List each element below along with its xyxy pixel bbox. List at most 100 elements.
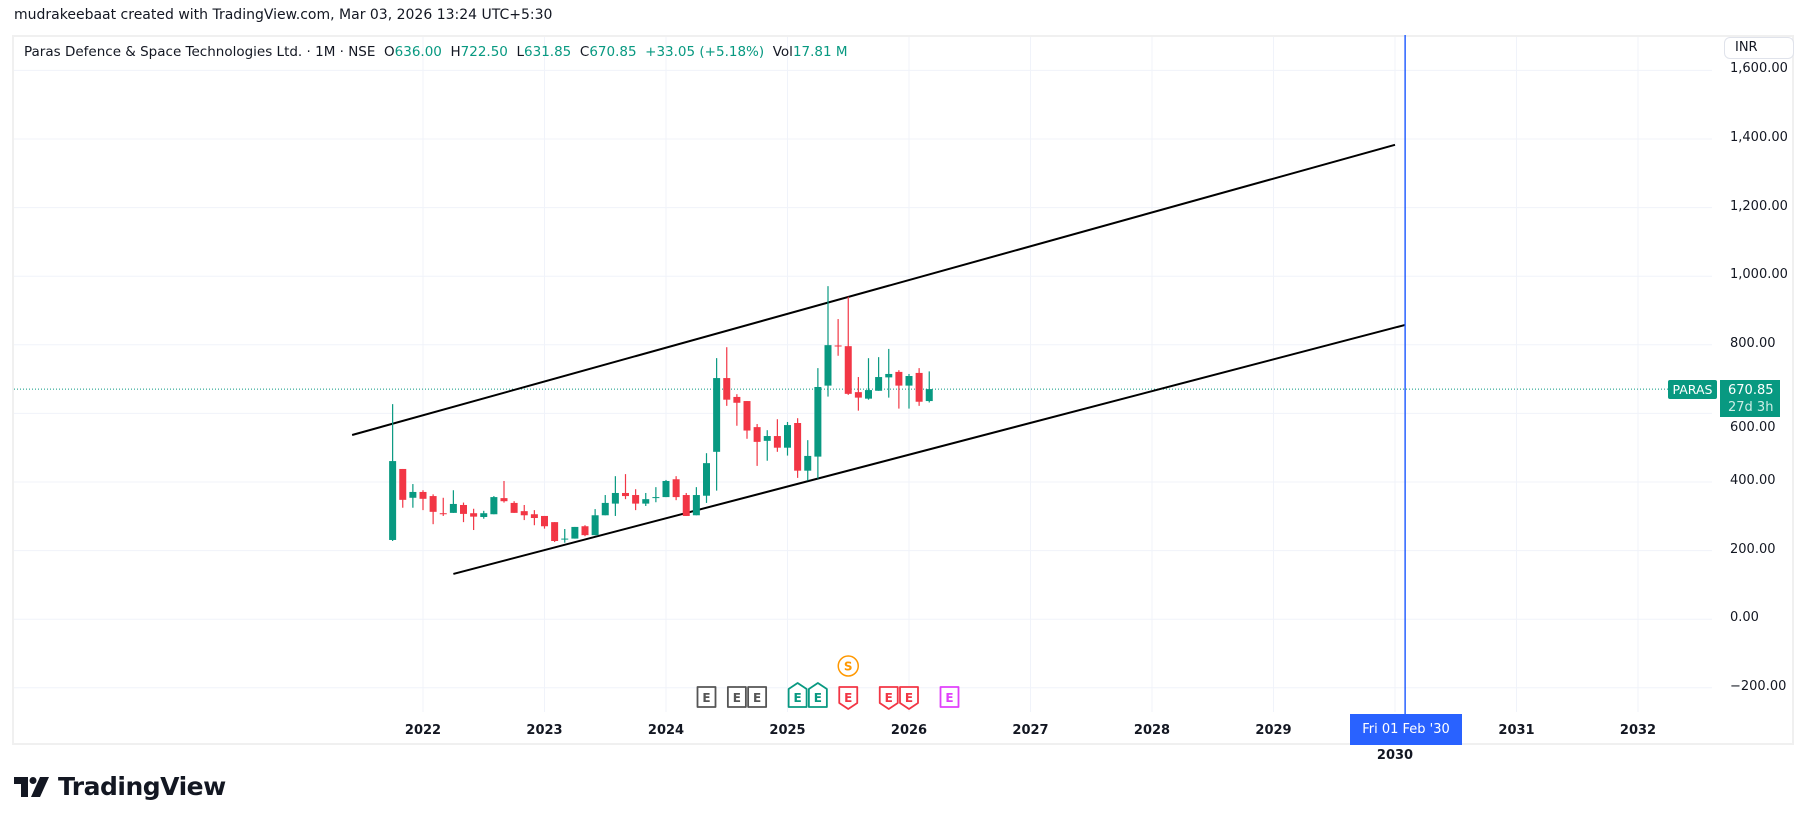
earnings-event-icon[interactable]: E	[807, 682, 828, 708]
earnings-badge	[747, 686, 768, 708]
candle	[844, 296, 852, 395]
time-tick-label: 2032	[1619, 723, 1657, 738]
candle-body	[662, 480, 670, 498]
candle-body	[672, 479, 680, 498]
candle	[692, 487, 700, 516]
candle	[804, 440, 812, 481]
candle-body	[429, 496, 437, 512]
candle-body	[460, 504, 467, 514]
earnings-badge	[726, 686, 747, 708]
candle	[449, 490, 457, 513]
earnings-event-icon[interactable]: E	[878, 686, 899, 710]
candle-body	[652, 497, 660, 499]
time-tick-label: 2025	[769, 723, 806, 738]
candle-body	[692, 495, 700, 516]
candle	[490, 496, 498, 515]
candle-body	[470, 513, 478, 517]
earnings-event-icon[interactable]: E	[787, 682, 808, 708]
earnings-event-icon[interactable]: E	[726, 686, 747, 708]
earnings-event-icon[interactable]: E	[899, 686, 919, 710]
volume-label: Vol	[772, 44, 793, 60]
time-tick-label: 2022	[404, 723, 442, 738]
candle	[520, 504, 528, 521]
earnings-event-icon[interactable]: E	[747, 686, 768, 708]
candle	[672, 476, 680, 501]
candle-body	[581, 526, 589, 536]
candle	[541, 515, 548, 529]
candle-body	[591, 515, 599, 536]
candle	[682, 492, 690, 516]
candle-body	[449, 503, 457, 513]
candle	[662, 479, 670, 498]
earnings-badge	[878, 686, 899, 710]
split-label: S	[844, 660, 853, 674]
earnings-badge	[696, 686, 717, 708]
price-tick-label: 1,400.00	[1730, 130, 1788, 145]
low-value: 631.85	[524, 44, 572, 60]
tradingview-logo[interactable]: TradingView	[14, 772, 226, 801]
earnings-event-icon[interactable]: E	[696, 686, 717, 708]
time-tick-label: 2029	[1255, 723, 1292, 738]
symbol-title[interactable]: Paras Defence & Space Technologies Ltd. …	[24, 44, 376, 60]
candle	[763, 430, 771, 461]
earnings-badge	[787, 682, 808, 708]
ohlc-legend: Paras Defence & Space Technologies Ltd. …	[24, 44, 848, 60]
candle	[854, 377, 862, 411]
candle	[784, 421, 791, 456]
earnings-label: E	[794, 691, 802, 705]
candle-body	[875, 377, 883, 391]
candle-body	[642, 499, 650, 504]
candle-body	[611, 492, 619, 504]
candle	[389, 404, 397, 541]
candles	[389, 286, 933, 543]
last-price: 670.85	[1728, 383, 1774, 398]
crosshair-date-label: Fri 01 Feb '30	[1350, 714, 1462, 745]
candle	[409, 484, 417, 508]
upper-channel-trendline	[351, 143, 1396, 436]
candle	[703, 453, 710, 503]
high-value: 722.50	[460, 44, 508, 60]
candle-body	[419, 491, 427, 499]
candle	[743, 401, 751, 439]
open-value: 636.00	[394, 44, 442, 60]
candle	[865, 358, 872, 400]
price-tick-label: 600.00	[1730, 420, 1776, 435]
time-tick-label: 2031	[1498, 723, 1535, 738]
earnings-event-icon[interactable]: E	[939, 686, 960, 708]
split-event-icon[interactable]: S	[837, 655, 859, 677]
earnings-label: E	[753, 691, 761, 705]
candle	[723, 347, 731, 406]
candle-body	[794, 423, 802, 471]
candle	[622, 474, 629, 500]
candle	[460, 502, 467, 523]
candle-body	[530, 514, 538, 519]
open-label: O	[384, 44, 395, 60]
price-tick-label: 0.00	[1730, 610, 1759, 626]
earnings-label: E	[733, 691, 741, 705]
candle-body	[895, 371, 903, 386]
candle-body	[905, 376, 913, 386]
candle	[419, 490, 427, 511]
event-markers: E E E E E E E E ES	[696, 655, 960, 710]
high-label: H	[450, 44, 461, 60]
candle-body	[824, 345, 832, 386]
candle	[905, 373, 913, 409]
candle	[510, 501, 518, 513]
candle	[642, 492, 650, 507]
earnings-badge	[939, 686, 960, 708]
candle-body	[743, 401, 751, 431]
price-tick-label: 1,600.00	[1730, 61, 1788, 77]
candle-body	[682, 495, 690, 516]
earnings-event-icon[interactable]: E	[838, 686, 859, 710]
candle	[652, 487, 660, 503]
time-tick-label: 2023	[526, 723, 563, 738]
candle	[794, 418, 802, 478]
time-tick-label: 2027	[1012, 723, 1049, 738]
candle-body	[844, 346, 852, 394]
candle-body	[814, 386, 822, 457]
candle	[875, 357, 883, 391]
candle	[632, 489, 640, 511]
currency-button[interactable]: INR	[1724, 37, 1794, 59]
earnings-label: E	[844, 691, 852, 705]
